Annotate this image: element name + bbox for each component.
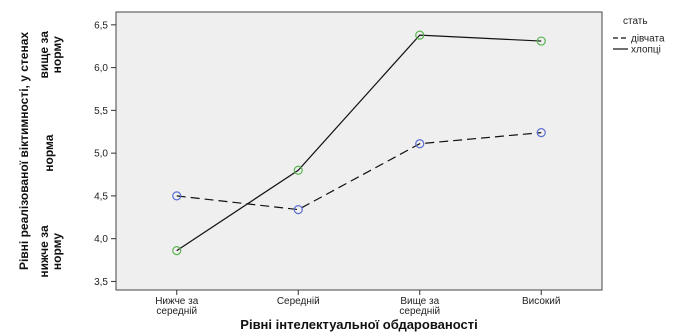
y-band-label: вище занорму (37, 31, 64, 79)
y-tick-label: 6,5 (94, 20, 108, 31)
series-line-0 (176, 132, 542, 211)
data-point (415, 139, 425, 149)
plot-area (115, 11, 603, 291)
series-line-1 (176, 34, 542, 252)
legend-title: стать (623, 16, 648, 27)
x-tick-label-line: Середній (277, 296, 320, 307)
series-layer (172, 30, 546, 256)
legend-label: хлопці (631, 45, 661, 56)
data-point (172, 191, 182, 201)
y-band-label-line: норма (42, 134, 56, 171)
x-tick-label-line: Нижче за (155, 296, 199, 307)
x-tick-label-line: середній (399, 306, 440, 317)
data-point (536, 128, 546, 138)
x-tick-label: Нижче за середній (155, 296, 199, 317)
data-point (293, 204, 303, 215)
y-band-label-line: норму (50, 233, 64, 270)
y-axis-labels: Рівні реалізованої віктимності, у стенах… (17, 31, 64, 278)
y-tick-label: 5,0 (94, 149, 108, 160)
y-band-label-line: нижче за (37, 225, 51, 278)
y-tick-label: 5,5 (94, 106, 108, 117)
x-tick-label: Вище за середній (399, 296, 440, 317)
data-point (293, 165, 303, 175)
y-tick-label: 3,5 (94, 277, 108, 288)
data-point (172, 246, 182, 256)
y-axis: 3,5 4,0 4,5 5,0 5,5 6,0 6,5 (94, 20, 116, 288)
legend-label: дівчата (631, 34, 665, 45)
y-tick-label: 6,0 (94, 63, 108, 74)
y-band-label-line: норму (50, 36, 64, 73)
y-tick-label: 4,5 (94, 191, 108, 202)
y-tick-label: 4,0 (94, 234, 108, 245)
data-point (536, 36, 546, 46)
x-axis-title: Рівні інтелектуальної обдарованості (240, 317, 477, 332)
data-point (415, 30, 425, 40)
x-tick-label-line: Вище за (400, 296, 439, 307)
x-tick-label-line: Високий (522, 296, 560, 307)
y-band-label: нижче занорму (37, 225, 64, 278)
y-axis-title: Рівні реалізованої віктимності, у стенах (17, 32, 31, 270)
x-tick-label-line: середній (156, 306, 197, 317)
x-tick-label: Високий (522, 296, 560, 307)
y-band-label-line: вище за (37, 31, 51, 79)
x-tick-label: Середній (277, 296, 320, 307)
y-band-label: норма (42, 134, 56, 171)
